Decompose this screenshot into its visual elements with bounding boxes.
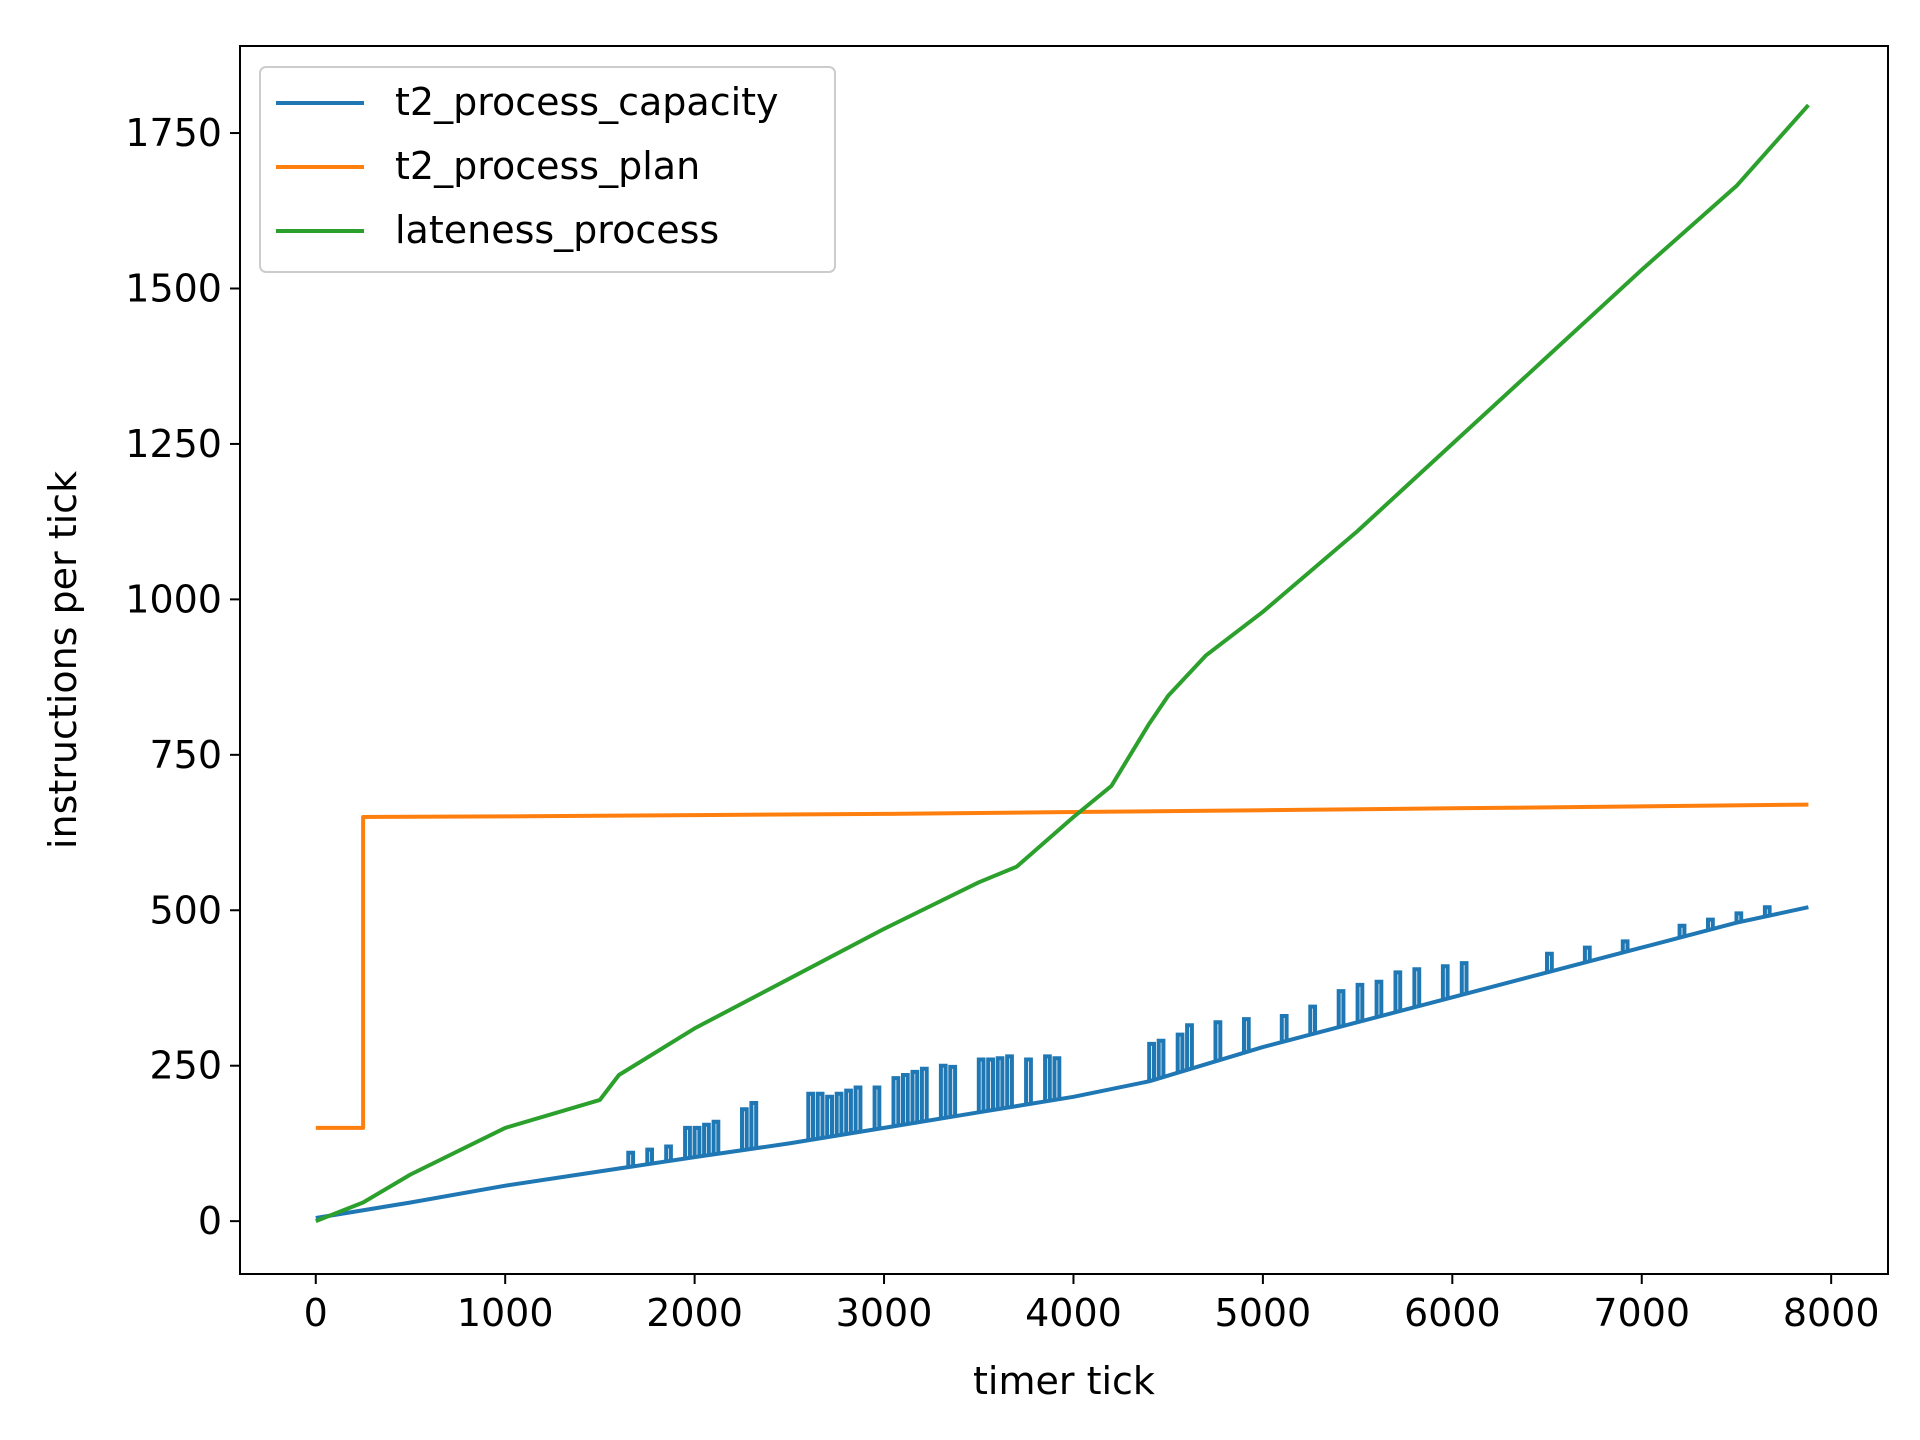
capacity-spike	[806, 1091, 815, 1141]
capacity-spike	[664, 1144, 673, 1162]
legend-label-capacity: t2_process_capacity	[395, 80, 779, 124]
capacity-spike	[938, 1063, 948, 1119]
capacity-spike	[901, 1073, 910, 1125]
capacity-spike	[919, 1066, 929, 1122]
capacity-spike	[853, 1085, 863, 1133]
capacity-spike	[1005, 1054, 1014, 1108]
capacity-spike	[692, 1125, 702, 1158]
x-tick-label: 3000	[836, 1291, 933, 1335]
x-tick-label: 7000	[1593, 1291, 1690, 1335]
capacity-spike	[1355, 982, 1365, 1023]
capacity-spike	[815, 1091, 825, 1139]
capacity-spike	[834, 1091, 844, 1136]
y-tick-label: 1750	[125, 111, 222, 155]
capacity-spike	[976, 1057, 986, 1113]
capacity-spike	[1043, 1054, 1052, 1102]
capacity-spike	[1279, 1014, 1289, 1043]
y-tick-label: 0	[198, 1199, 222, 1243]
capacity-spike	[1620, 939, 1630, 953]
capacity-spike	[986, 1057, 995, 1111]
legend: t2_process_capacity t2_process_plan late…	[259, 66, 836, 273]
series-lateness-line	[315, 103, 1810, 1223]
legend-box	[259, 66, 836, 273]
capacity-spike	[910, 1069, 920, 1124]
capacity-spike	[740, 1107, 749, 1151]
capacity-spike	[1459, 961, 1469, 995]
x-tick-label: 8000	[1783, 1291, 1880, 1335]
capacity-spike	[1156, 1038, 1166, 1079]
series-layer	[315, 103, 1810, 1223]
y-tick-label: 1000	[125, 577, 222, 621]
y-tick-label: 500	[149, 888, 222, 932]
series-capacity-line	[315, 905, 1809, 1220]
capacity-spike	[1213, 1020, 1223, 1062]
capacity-spike	[1762, 905, 1772, 917]
capacity-spike	[749, 1101, 759, 1149]
legend-label-plan: t2_process_plan	[395, 144, 700, 188]
x-tick-label: 1000	[457, 1291, 554, 1335]
capacity-spike	[825, 1094, 834, 1138]
capacity-spike	[1412, 967, 1422, 1008]
capacity-spike	[1336, 989, 1346, 1028]
capacity-spike	[891, 1076, 901, 1127]
y-tick-label: 1500	[125, 266, 222, 310]
x-tick-label: 5000	[1215, 1291, 1312, 1335]
capacity-spike	[1024, 1057, 1033, 1105]
capacity-spike	[1242, 1017, 1251, 1053]
y-tick-label: 250	[149, 1044, 222, 1088]
capacity-spike	[1374, 979, 1384, 1018]
plot-frame	[239, 45, 1889, 1275]
capacity-spike	[683, 1125, 692, 1159]
capacity-spike	[1582, 945, 1592, 963]
capacity-spike	[1734, 911, 1744, 923]
capacity-spike	[872, 1085, 882, 1130]
y-tick-label: 1250	[125, 422, 222, 466]
capacity-spike	[1308, 1004, 1317, 1035]
x-axis-title: timer tick	[973, 1359, 1155, 1403]
x-axis-ticks: 0 1000 2000 3000 4000 5000 6000 7000 8000	[304, 1274, 1880, 1335]
capacity-spike	[1706, 917, 1715, 931]
y-axis-title: instructions per tick	[41, 471, 85, 849]
capacity-spike	[702, 1122, 711, 1156]
capacity-spike	[1052, 1056, 1062, 1100]
capacity-spike	[1677, 923, 1687, 938]
capacity-spike	[948, 1064, 958, 1117]
capacity-spike	[1393, 970, 1403, 1013]
capacity-spike	[626, 1150, 636, 1168]
x-tick-label: 2000	[646, 1291, 743, 1335]
capacity-spike	[1185, 1023, 1194, 1070]
capacity-spike	[1175, 1032, 1185, 1073]
x-tick-label: 0	[304, 1291, 328, 1335]
capacity-spike	[645, 1147, 654, 1165]
capacity-spike	[844, 1088, 853, 1135]
capacity-spike	[995, 1056, 1005, 1110]
capacity-spike	[1545, 951, 1554, 973]
series-plan-line	[315, 802, 1809, 1130]
capacity-spike	[1147, 1041, 1156, 1082]
x-tick-label: 4000	[1025, 1291, 1122, 1335]
y-tick-label: 750	[149, 733, 222, 777]
capacity-spike	[711, 1119, 721, 1155]
y-axis-ticks: 0 250 500 750 1000 1250 1500 1750	[125, 111, 240, 1243]
x-tick-label: 6000	[1404, 1291, 1501, 1335]
capacity-spike	[1440, 964, 1450, 1000]
legend-label-lateness: lateness_process	[395, 208, 719, 252]
